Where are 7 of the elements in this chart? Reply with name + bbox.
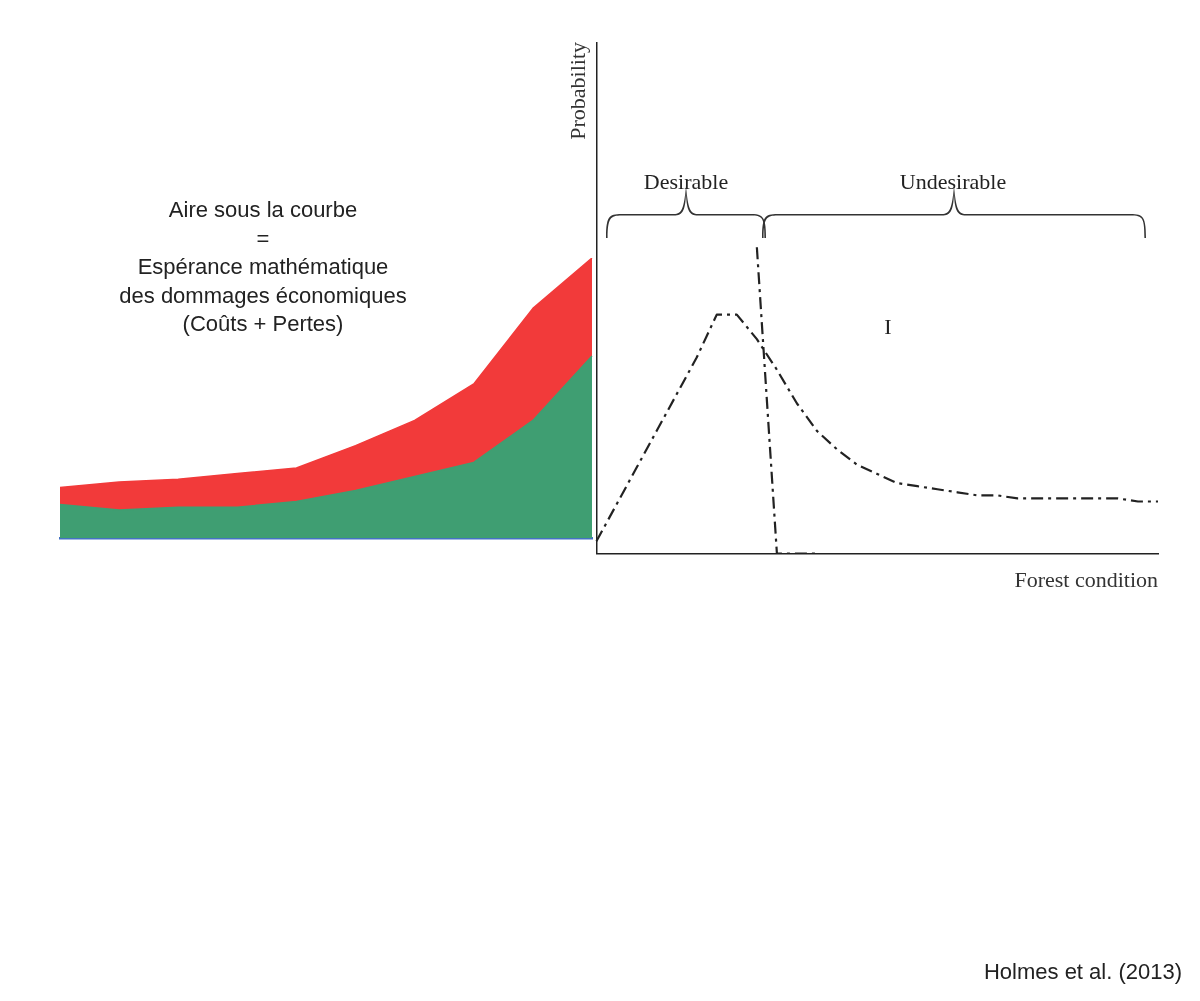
- text: Undesirable: [899, 168, 1007, 196]
- text: Desirable: [643, 168, 729, 196]
- annotation: I: [884, 313, 892, 341]
- x-axis-title: Forest condition: [1014, 566, 1158, 592]
- text: Holmes et al. (2013): [983, 958, 1183, 986]
- y-axis-title: Probability: [564, 42, 590, 140]
- annotation: Aire sous la courbe = Espérance mathématique des dommages économiques (Coûts + Pertes): [119, 196, 407, 339]
